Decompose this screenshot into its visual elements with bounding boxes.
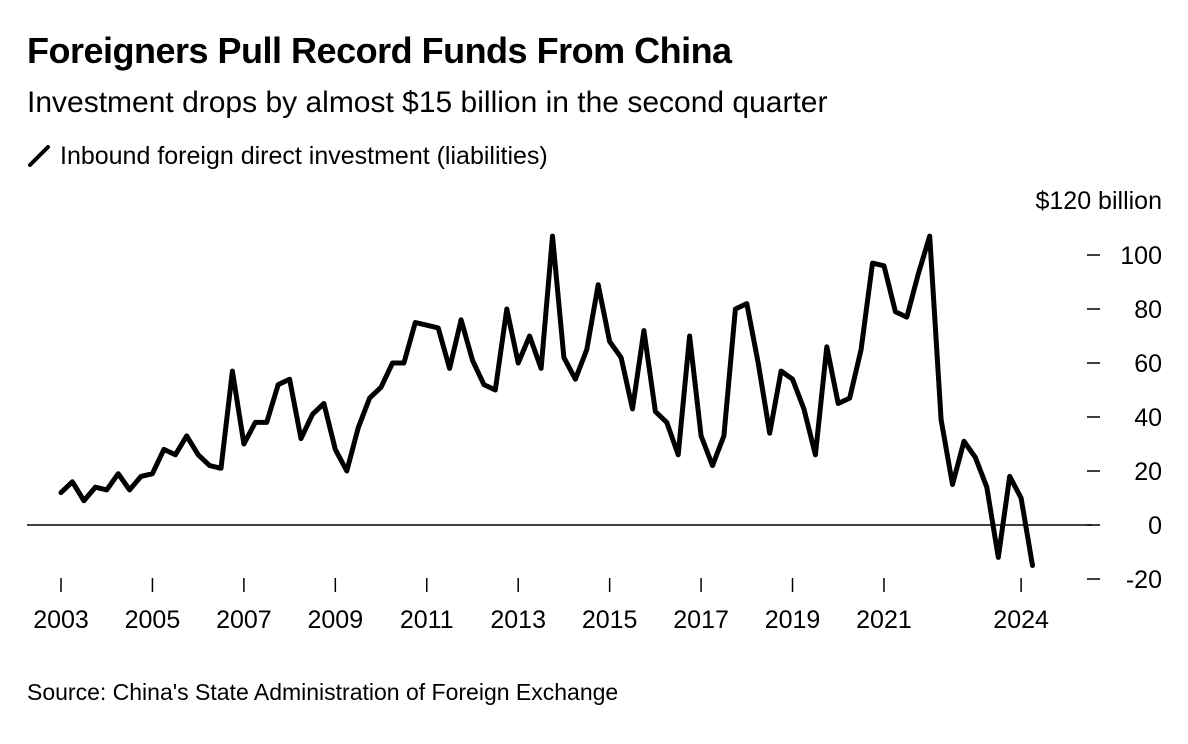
chart-subtitle: Investment drops by almost $15 billion i…	[27, 86, 828, 119]
legend: Inbound foreign direct investment (liabi…	[27, 140, 548, 172]
source-note: Source: China's State Administration of …	[27, 679, 619, 705]
x-tick-label: 2021	[856, 606, 912, 634]
y-tick-label: 80	[1134, 296, 1162, 324]
x-tick-label: 2017	[673, 606, 729, 634]
y-tick-label: 0	[1148, 512, 1162, 540]
legend-label: Inbound foreign direct investment (liabi…	[60, 141, 548, 170]
x-tick-label: 2024	[993, 606, 1049, 634]
y-tick-label: 40	[1134, 404, 1162, 432]
x-tick-label: 2019	[765, 606, 821, 634]
legend-line-icon	[28, 145, 50, 167]
y-tick-label: 100	[1120, 242, 1162, 270]
chart-title: Foreigners Pull Record Funds From China	[27, 30, 732, 71]
y-tick-label: 60	[1134, 350, 1162, 378]
x-tick-label: 2005	[125, 606, 181, 634]
x-tick-label: 2003	[33, 606, 89, 634]
y-axis-unit-label: $120 billion	[1036, 187, 1163, 215]
x-tick-label: 2009	[308, 606, 364, 634]
y-tick-label: -20	[1126, 566, 1162, 594]
series-line-0	[58, 233, 1035, 568]
x-tick-label: 2013	[490, 606, 546, 634]
y-tick-label: 20	[1134, 458, 1162, 486]
x-tick-label: 2011	[400, 606, 454, 634]
x-tick-label: 2015	[582, 606, 638, 634]
x-tick-label: 2007	[216, 606, 272, 634]
